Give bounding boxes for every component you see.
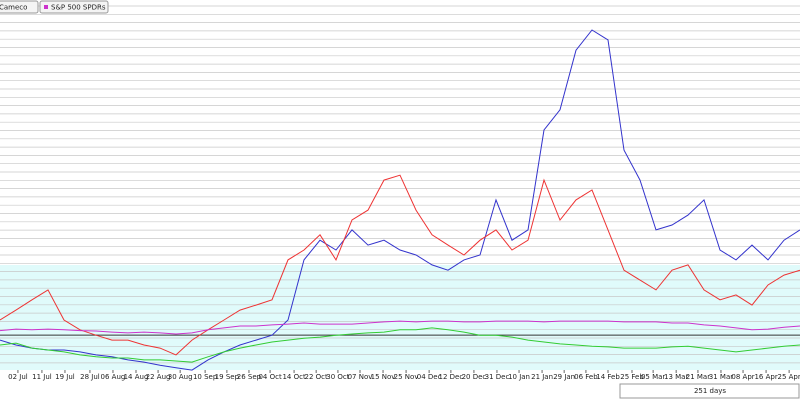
lower-band	[0, 265, 800, 370]
x-tick-label: 30 Aug	[168, 373, 193, 381]
x-tick-label: 04 Dec	[417, 373, 442, 381]
plot	[0, 29, 800, 371]
range-box	[619, 383, 800, 399]
legend-swatch	[44, 5, 48, 9]
x-tick-label: 28 Jul	[80, 373, 100, 381]
x-tick-label: 26 Sep	[237, 373, 262, 381]
x-tick-label: 16 Apr	[754, 373, 777, 381]
x-tick-label: 05 Mar	[641, 373, 665, 381]
x-tick-label: 02 Jul	[8, 373, 28, 381]
x-tick-label: 21 Jan	[531, 373, 553, 381]
series-line	[0, 29, 800, 371]
series-line	[0, 327, 800, 363]
x-tick-label: 29 Jan	[553, 373, 575, 381]
x-tick-label: 21 Mar	[686, 373, 710, 381]
x-tick-label: 31 Mar	[709, 373, 733, 381]
x-tick-label: 30 Oct	[326, 373, 349, 381]
x-tick-label: 06 Aug	[101, 373, 126, 381]
x-tick-label: 25 Feb	[620, 373, 644, 381]
x-tick-label: 19 Jul	[55, 373, 75, 381]
x-tick-label: 07 Nov	[348, 373, 373, 381]
x-tick-label: 20 Dec	[462, 373, 487, 381]
x-tick-label: 04 Oct	[258, 373, 281, 381]
x-tick-label: 14 Oct	[282, 373, 305, 381]
x-tick-label: 22 Oct	[305, 373, 328, 381]
legend-item: Cameco	[0, 0, 39, 14]
x-tick-label: 06 Feb	[574, 373, 598, 381]
axis-band	[0, 370, 800, 382]
x-tick-label: 25 Nov	[394, 373, 419, 381]
x-tick-label: 12 Dec	[439, 373, 464, 381]
legend-label: Cameco	[0, 4, 27, 12]
x-tick-label: 08 Apr	[731, 373, 754, 381]
legend-button	[0, 0, 39, 14]
legend-button	[39, 0, 109, 14]
x-tick-label: 14 Feb	[596, 373, 620, 381]
legend-label: S&P 500 SPDRs	[51, 4, 106, 12]
range-label: 251 days	[694, 387, 726, 395]
x-tick-label: 14 Aug	[124, 373, 149, 381]
x-tick-label: 31 Dec	[485, 373, 510, 381]
x-tick-label: 10 Sep	[193, 373, 218, 381]
x-tick-label: 25 Apr	[777, 373, 800, 381]
x-tick-label: 11 Jul	[32, 373, 52, 381]
x-tick-label: 22 Aug	[146, 373, 171, 381]
x-tick-label: 19 Sep	[215, 373, 240, 381]
x-tick-label: 10 Jan	[508, 373, 530, 381]
series-line	[0, 174, 800, 356]
legend-item: S&P 500 SPDRs	[39, 0, 109, 14]
series-line	[0, 320, 800, 335]
x-tick-label: 13 Mar	[664, 373, 688, 381]
legend: Cameco S&P 500 SPDRs	[0, 0, 109, 14]
x-tick-label: 15 Nov	[371, 373, 396, 381]
